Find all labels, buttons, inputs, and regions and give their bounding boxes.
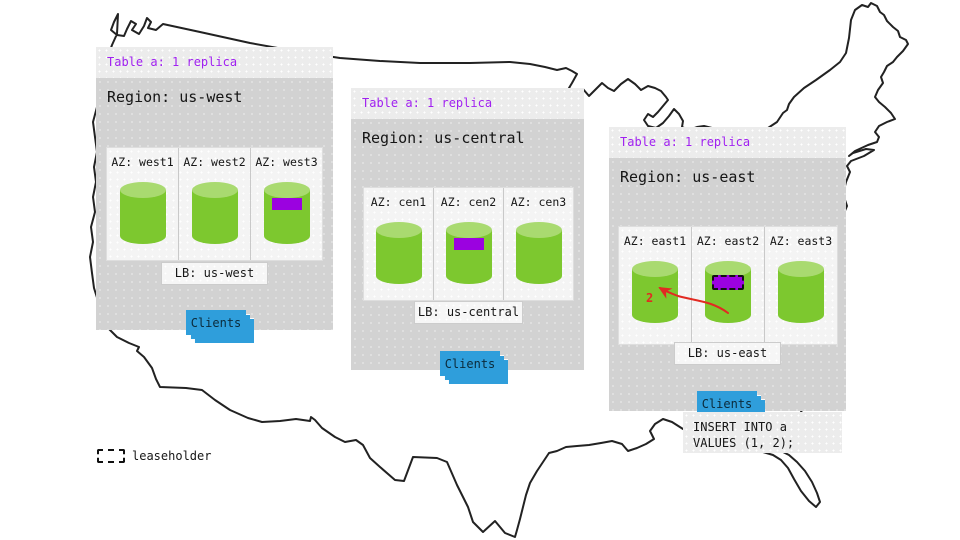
region-title: Region: us-east <box>620 168 756 186</box>
leaseholder-swatch-icon <box>97 449 125 463</box>
region-title: Region: us-central <box>362 129 525 147</box>
clients-button[interactable]: Clients <box>186 310 254 343</box>
database-node-icon <box>263 182 310 244</box>
table-replica-header: Table a: 1 replica (leaseholder) <box>609 127 846 180</box>
sql-query-box: INSERT INTO a VALUES (1, 2); <box>683 412 842 453</box>
az-label: AZ: west1 <box>111 155 174 169</box>
legend: leaseholder <box>97 449 211 463</box>
az-column-east3: AZ: east3 <box>765 227 837 344</box>
az-column-east2: AZ: east2 <box>692 227 765 344</box>
az-label: AZ: east2 <box>696 234 760 248</box>
load-balancer-box: LB: us-central <box>414 301 523 324</box>
clients-button[interactable]: Clients <box>440 351 508 384</box>
database-node-icon <box>705 261 751 323</box>
az-label: AZ: cen3 <box>510 195 567 209</box>
az-group: AZ: east1 AZ: east2 AZ: east3 <box>618 226 838 345</box>
az-label: AZ: west3 <box>255 155 318 169</box>
database-node-icon <box>375 222 422 284</box>
load-balancer-box: LB: us-east <box>674 342 781 365</box>
sql-line-1: INSERT INTO a <box>693 420 787 434</box>
clients-button-label: Clients <box>186 310 246 335</box>
legend-label: leaseholder <box>132 449 212 463</box>
write-step-label: 2 <box>646 291 654 305</box>
leaseholder-range-chip <box>712 275 744 290</box>
az-column-cen3: AZ: cen3 <box>504 188 573 300</box>
replica-range-chip <box>453 238 484 250</box>
database-node-icon <box>445 222 492 284</box>
az-group: AZ: west1 AZ: west2 AZ: west3 <box>106 147 323 261</box>
clients-button-label: Clients <box>697 391 757 416</box>
table-replica-header: Table a: 1 replica <box>96 47 333 78</box>
replica-range-chip <box>271 198 302 210</box>
region-title: Region: us-west <box>107 88 243 106</box>
az-column-west2: AZ: west2 <box>179 148 251 260</box>
az-label: AZ: cen1 <box>370 195 427 209</box>
table-replica-header: Table a: 1 replica <box>351 88 584 119</box>
sql-line-2: VALUES (1, 2); <box>693 436 795 450</box>
az-label: AZ: cen2 <box>440 195 497 209</box>
region-panel-us-west: Table a: 1 replica Region: us-west AZ: w… <box>96 47 333 343</box>
az-column-west1: AZ: west1 <box>107 148 179 260</box>
database-node-icon <box>778 261 824 323</box>
region-panel-us-central: Table a: 1 replica Region: us-central AZ… <box>351 88 584 384</box>
database-node-icon <box>119 182 166 244</box>
az-label: AZ: east1 <box>623 234 687 248</box>
az-label: AZ: east3 <box>769 234 833 248</box>
database-node-icon <box>632 261 678 323</box>
clients-button-label: Clients <box>440 351 500 376</box>
load-balancer-box: LB: us-west <box>161 262 268 285</box>
az-column-west3: AZ: west3 <box>251 148 322 260</box>
region-panel-us-east: Table a: 1 replica (leaseholder) Region:… <box>609 127 846 424</box>
az-label: AZ: west2 <box>183 155 246 169</box>
az-column-east1: AZ: east1 <box>619 227 692 344</box>
az-column-cen2: AZ: cen2 <box>434 188 504 300</box>
database-node-icon <box>515 222 562 284</box>
az-column-cen1: AZ: cen1 <box>364 188 434 300</box>
az-group: AZ: cen1 AZ: cen2 AZ: cen3 <box>363 187 574 301</box>
database-node-icon <box>191 182 238 244</box>
